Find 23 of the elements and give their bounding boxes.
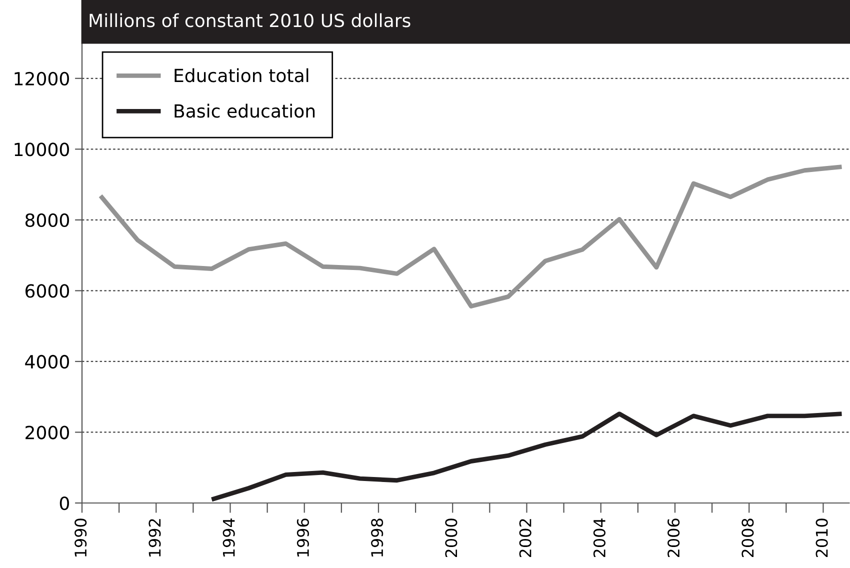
x-tick-label: 1990 bbox=[74, 518, 87, 556]
y-tick-label: 0 bbox=[60, 496, 69, 510]
y-tick-label: 4000 bbox=[25, 354, 69, 369]
x-tick-label: 2002 bbox=[519, 519, 532, 558]
y-tick-label: 2000 bbox=[26, 426, 69, 440]
x-tick-label: 2004 bbox=[593, 518, 606, 558]
x-tick-label: 2006 bbox=[668, 518, 680, 558]
x-tick-label: 1998 bbox=[371, 518, 384, 556]
x-tick-label: 2000 bbox=[445, 518, 458, 558]
chart-title: Millions of constant 2010 US dollars bbox=[90, 13, 410, 28]
line-series bbox=[209, 412, 844, 502]
x-tick-label: 2008 bbox=[742, 518, 754, 558]
y-tick-label: 8000 bbox=[25, 213, 69, 228]
legend-label: Education total bbox=[174, 68, 308, 82]
y-tick-label: 10000 bbox=[14, 142, 69, 156]
y-tick-label: 6000 bbox=[26, 284, 69, 298]
x-tick-label: 1992 bbox=[148, 519, 161, 556]
x-tick-label: 1994 bbox=[222, 518, 235, 556]
x-tick-label: 2010 bbox=[816, 518, 828, 558]
line-series bbox=[98, 164, 844, 308]
legend-label: Basic education bbox=[174, 104, 315, 118]
y-tick-label: 12000 bbox=[14, 72, 69, 86]
x-tick-label: 1996 bbox=[296, 518, 309, 556]
